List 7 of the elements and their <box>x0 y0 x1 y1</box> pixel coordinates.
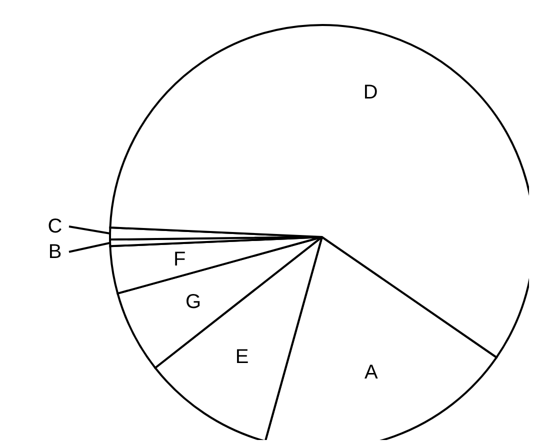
slice-label: A <box>364 362 378 384</box>
slice-label: F <box>173 248 186 270</box>
slice-label: D <box>363 81 378 104</box>
slice-label: G <box>186 290 202 313</box>
slice-label: B <box>48 240 62 263</box>
slice-label: E <box>235 346 249 368</box>
slice-label: C <box>48 216 62 238</box>
